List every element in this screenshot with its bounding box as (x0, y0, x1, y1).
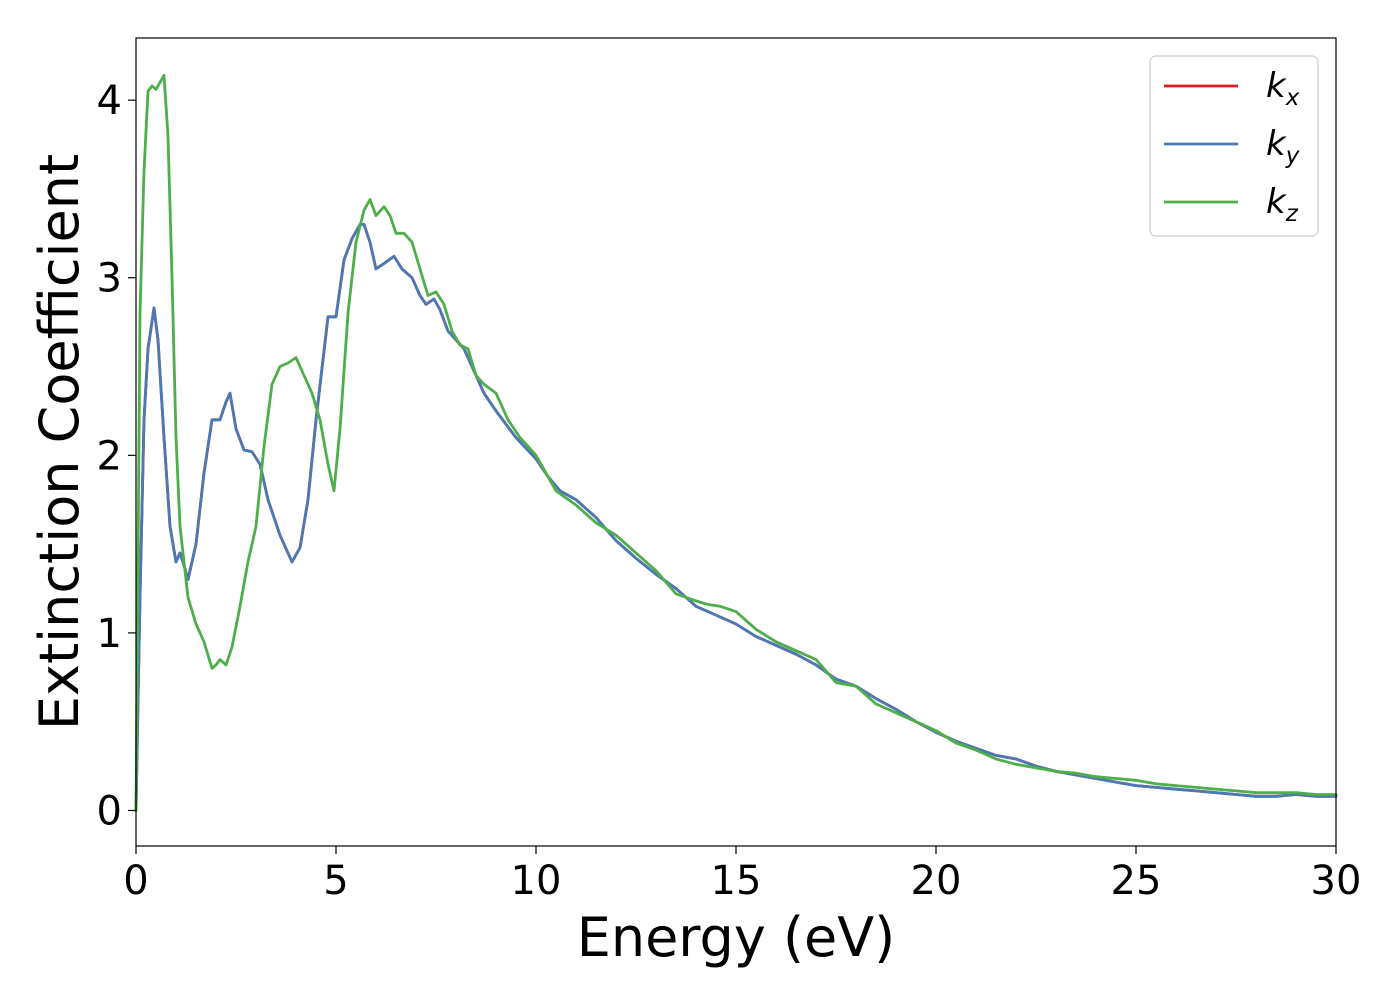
y-tick-label: 2 (97, 433, 122, 479)
x-tick-label: 5 (323, 858, 348, 904)
y-axis: 0 1 2 3 4 (97, 78, 136, 834)
legend-label-subscript: z (1285, 201, 1299, 227)
series-layer (134, 73, 1338, 812)
x-tick-label: 0 (123, 858, 148, 904)
legend-label-subscript: y (1285, 143, 1300, 169)
y-tick-label: 3 (97, 256, 122, 302)
x-axis-title: Energy (eV) (577, 906, 896, 969)
x-tick-label: 20 (911, 858, 962, 904)
series-line-z (134, 73, 1338, 812)
legend-label-subscript: x (1285, 85, 1300, 111)
series-line-y (134, 223, 1338, 812)
legend-box (1149, 55, 1319, 237)
x-tick-label: 25 (1111, 858, 1162, 904)
legend-label-y: ky (1266, 124, 1300, 169)
legend-label-base: k (1266, 182, 1287, 222)
x-axis: 0 5 10 15 20 25 30 (123, 846, 1361, 904)
legend-label-base: k (1266, 124, 1287, 164)
y-tick-label: 4 (97, 78, 122, 124)
x-tick-label: 15 (711, 858, 762, 904)
y-tick-label: 0 (97, 788, 122, 834)
legend-label-z: kz (1266, 182, 1299, 227)
y-tick-label: 1 (97, 611, 122, 657)
legend-label-base: k (1266, 66, 1287, 106)
x-tick-label: 30 (1311, 858, 1362, 904)
legend-label-x: kx (1266, 66, 1300, 111)
x-tick-label: 10 (511, 858, 562, 904)
y-axis-title: Extinction Coefficient (28, 154, 91, 730)
